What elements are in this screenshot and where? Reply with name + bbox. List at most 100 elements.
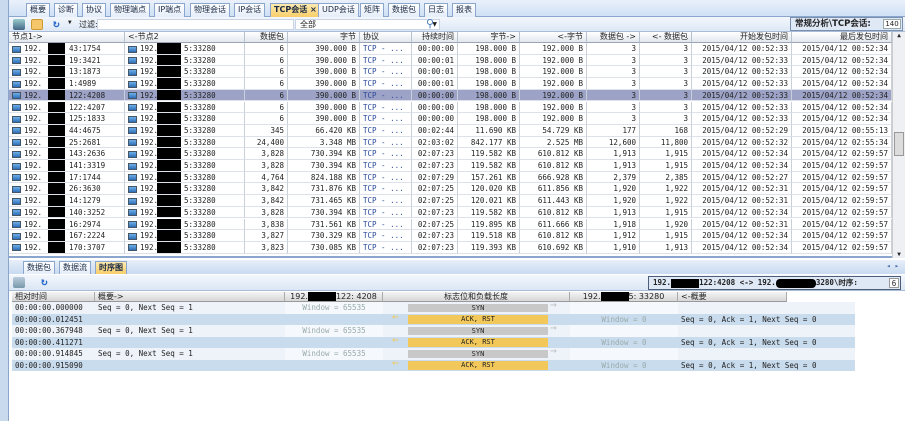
node1-window xyxy=(285,336,383,348)
node2-window: Window = 0 xyxy=(570,336,678,348)
tab-8[interactable]: UDP会话 xyxy=(318,3,359,17)
protocol-cell: TCP - ... xyxy=(360,230,412,242)
tab-7[interactable]: TCP会话 × xyxy=(270,3,321,17)
protocol-cell: TCP - ... xyxy=(360,124,412,137)
tab-4[interactable]: IP端点 xyxy=(154,3,186,17)
export-icon[interactable] xyxy=(13,19,25,30)
tab-6[interactable]: IP会话 xyxy=(234,3,266,17)
start-time-cell: 2015/04/12 00:52:33 xyxy=(692,101,792,114)
filter-input[interactable] xyxy=(97,19,294,30)
node1-cell: 192. 143:2636 xyxy=(9,148,125,160)
scroll-down-icon[interactable]: ▼ xyxy=(897,251,901,258)
column-header-3[interactable]: 字节 xyxy=(288,32,360,43)
column-header-7[interactable]: <-字节 xyxy=(520,32,587,43)
chevron-down-icon[interactable]: ▼ xyxy=(432,21,437,28)
sequence-row[interactable]: 00:00:00.915090 ACK, RST ← Window = 0 Seq = … xyxy=(12,357,855,372)
bytes-cell: 3.348 MB xyxy=(288,136,360,149)
bottom-tab-0[interactable]: 数据包 xyxy=(23,261,55,274)
redaction xyxy=(157,101,181,113)
bottom-tab-2[interactable]: 时序图 xyxy=(95,261,127,274)
sequence-row[interactable]: 00:00:00.411271 ACK, RST ← Window = 0 Seq = … xyxy=(12,334,855,348)
sequence-row[interactable]: 00:00:00.367948 Seq = 0, Next Seq = 1 Wind… xyxy=(12,322,855,337)
column-header-2[interactable]: 数据包 xyxy=(245,32,288,43)
computer-icon xyxy=(128,162,137,170)
breadcrumb: 常规分析\TCP会话: xyxy=(795,19,871,29)
refresh-icon[interactable]: ↻ xyxy=(53,17,60,30)
node2-prefix: 192. xyxy=(140,149,159,159)
refresh-dropdown-icon[interactable]: ▼ xyxy=(68,19,72,26)
tab-2[interactable]: 协议 xyxy=(82,3,106,17)
bytes-out-cell: 119.393 KB xyxy=(458,241,520,254)
column-header-8[interactable]: 数据包 -> xyxy=(587,32,640,43)
column-header-10[interactable]: 开始发包时间 xyxy=(692,32,792,43)
close-tab-icon[interactable]: × xyxy=(307,5,317,14)
tab-1[interactable]: 诊断 xyxy=(54,3,78,17)
summary-out xyxy=(95,360,285,372)
column-header-9[interactable]: <- 数据包 xyxy=(640,32,692,43)
tab-0[interactable]: 概要 xyxy=(26,3,50,17)
end-time-cell: 2015/04/12 00:52:34 xyxy=(792,66,892,79)
column-header-11[interactable]: 最后发包时间 xyxy=(792,32,892,43)
column-header-4[interactable]: 协议 xyxy=(360,32,412,43)
search-icon[interactable]: ⚲ xyxy=(426,17,435,30)
layout-icon[interactable] xyxy=(13,277,25,288)
node1-prefix: 192. xyxy=(24,125,43,135)
sequence-row[interactable]: 00:00:00.000000 Seq = 0, Next Seq = 1 Wind… xyxy=(12,299,855,314)
duration-cell: 00:02:44 xyxy=(412,124,458,137)
node1-cell: 192. 122:4208 xyxy=(9,89,125,102)
tab-12[interactable]: 报表 xyxy=(452,3,476,17)
tab-scroll-arrows-icon[interactable]: ◂ ▸ xyxy=(886,262,899,270)
sequence-row[interactable]: 00:00:00.012451 ACK, RST ← Window = 0 Seq = … xyxy=(12,311,855,325)
column-header-0[interactable]: 节点1-> xyxy=(9,32,125,43)
protocol-cell: TCP - ... xyxy=(360,66,412,79)
node1-prefix: 192. xyxy=(24,207,43,217)
column-header-5[interactable]: 持续时间 xyxy=(412,32,458,43)
end-time-cell: 2015/04/12 00:52:34 xyxy=(792,43,892,55)
scroll-up-icon[interactable]: ▲ xyxy=(897,32,901,39)
redaction xyxy=(157,54,181,66)
table-scrollbar[interactable]: ▲ ▼ xyxy=(892,32,905,258)
tab-3[interactable]: 物理端点 xyxy=(110,3,150,17)
end-time-cell: 2015/04/12 02:59:57 xyxy=(792,218,892,231)
computer-icon xyxy=(128,139,137,147)
tab-5[interactable]: 物理会话 xyxy=(190,3,230,17)
packets-in-cell: 3 xyxy=(640,89,692,102)
node-ip-prefix: 192. xyxy=(290,292,308,301)
node2-prefix: 192. xyxy=(140,242,159,252)
tab-9[interactable]: 矩阵 xyxy=(360,3,384,17)
computer-icon xyxy=(12,197,21,205)
pin-icon[interactable] xyxy=(31,19,43,30)
column-header-6[interactable]: 字节-> xyxy=(458,32,520,43)
scroll-thumb[interactable] xyxy=(894,132,904,156)
duration-cell: 00:00:00 xyxy=(412,89,458,102)
protocol-cell: TCP - ... xyxy=(360,183,412,196)
bytes-cell: 390.000 B xyxy=(288,54,360,67)
packets-cell: 3,842 xyxy=(245,195,288,207)
bottom-tab-1[interactable]: 数据流 xyxy=(59,261,91,274)
node1-cell: 192. 17:1744 xyxy=(9,171,125,184)
bytes-in-cell: 610.812 KB xyxy=(520,206,587,219)
node2-port: 5:33280 xyxy=(184,149,216,159)
node1-prefix: 192. xyxy=(24,219,43,229)
packets-in-cell: 3 xyxy=(640,54,692,67)
start-time-cell: 2015/04/12 00:52:31 xyxy=(692,183,792,196)
column-header-1[interactable]: <-节点2 xyxy=(125,32,245,43)
duration-cell: 02:07:25 xyxy=(412,218,458,231)
node2-port: 5:33280 xyxy=(184,161,216,170)
start-time-cell: 2015/04/12 00:52:34 xyxy=(692,241,792,254)
computer-icon xyxy=(128,80,137,88)
node2-prefix: 192. xyxy=(140,55,159,65)
node1-window: Window = 65535 xyxy=(285,325,383,337)
filter-combo[interactable]: 全部 ▼ xyxy=(295,19,440,30)
redaction xyxy=(48,148,65,160)
packets-out-cell: 3 xyxy=(587,66,640,79)
redaction xyxy=(48,113,65,124)
node2-cell: 192. 5:33280 xyxy=(125,136,245,149)
sequence-row[interactable]: 00:00:00.914845 Seq = 0, Next Seq = 1 Wind… xyxy=(12,345,855,360)
tab-11[interactable]: 日志 xyxy=(424,3,448,17)
packets-cell: 3,823 xyxy=(245,241,288,254)
computer-icon xyxy=(128,68,137,76)
refresh-icon[interactable]: ↻ xyxy=(41,275,48,288)
tab-10[interactable]: 数据包 xyxy=(388,3,420,17)
bytes-in-cell: 192.000 B xyxy=(520,78,587,90)
